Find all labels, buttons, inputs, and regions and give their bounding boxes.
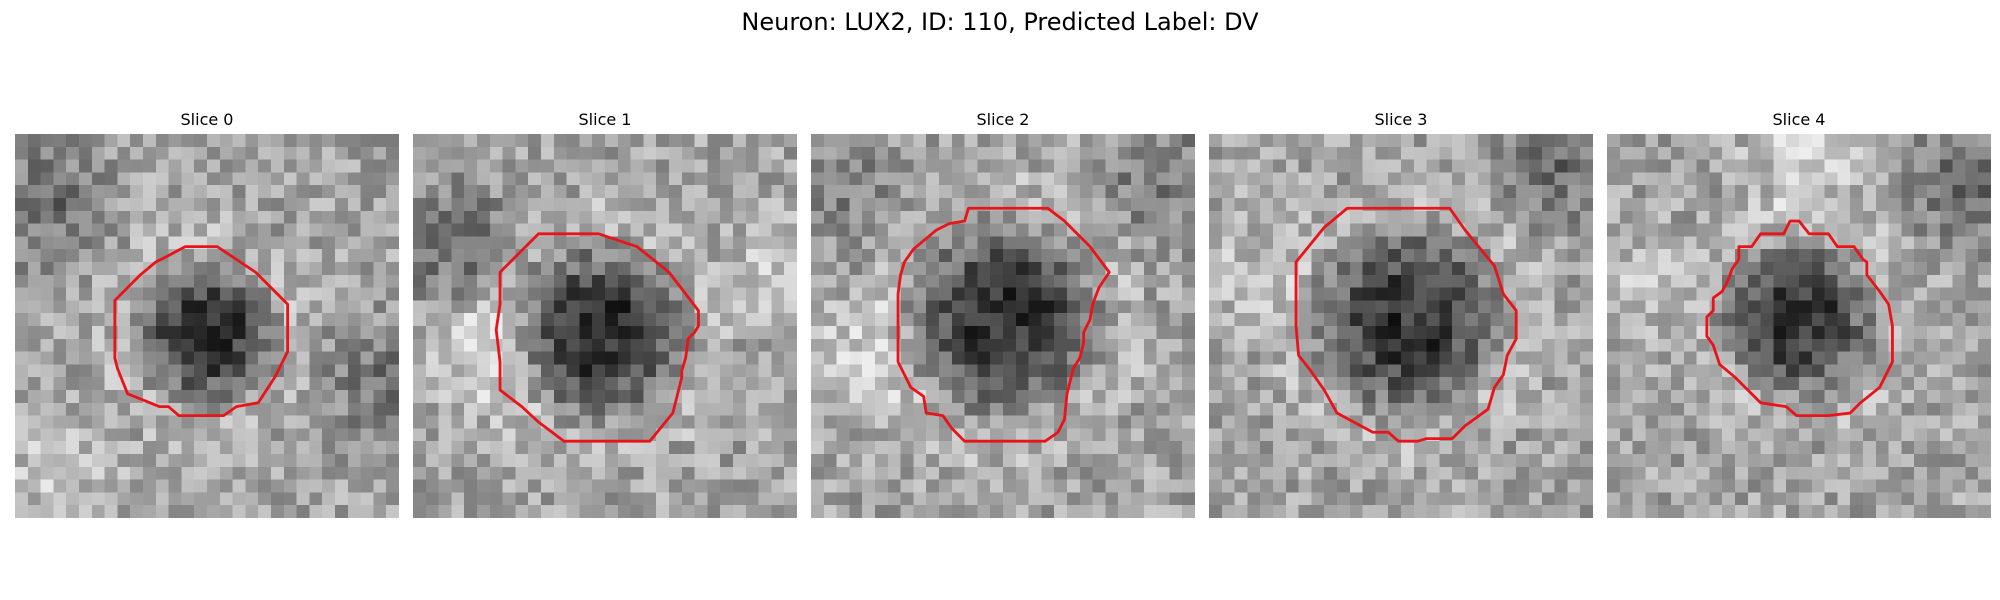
slice-panel-3: Slice 3 [1209, 110, 1593, 524]
slice-panel-0: Slice 0 [15, 110, 399, 524]
slice-pixels-0 [15, 134, 399, 518]
slice-panel-1: Slice 1 [413, 110, 797, 524]
slice-title-0: Slice 0 [180, 110, 234, 129]
slice-title-3: Slice 3 [1374, 110, 1428, 129]
slice-image-2 [811, 134, 1195, 518]
slice-image-1 [413, 134, 797, 518]
slice-pixels-1 [413, 134, 797, 518]
slice-panel-4: Slice 4 [1607, 110, 1991, 524]
slice-title-2: Slice 2 [976, 110, 1030, 129]
slice-panel-2: Slice 2 [811, 110, 1195, 524]
slice-title-1: Slice 1 [578, 110, 632, 129]
slice-image-3 [1209, 134, 1593, 518]
slice-image-4 [1607, 134, 1991, 518]
neuron-contour-0 [113, 245, 290, 418]
slice-image-0 [15, 134, 399, 518]
slice-pixels-2 [811, 134, 1195, 518]
neuron-contour-2 [896, 206, 1111, 443]
slice-pixels-4 [1607, 134, 1991, 518]
slice-title-4: Slice 4 [1772, 110, 1826, 129]
slice-pixels-3 [1209, 134, 1593, 518]
neuron-contour-1 [494, 232, 700, 443]
figure-title: Neuron: LUX2, ID: 110, Predicted Label: … [741, 8, 1259, 36]
neuron-contour-3 [1294, 206, 1518, 443]
neuron-contour-4 [1705, 219, 1894, 418]
